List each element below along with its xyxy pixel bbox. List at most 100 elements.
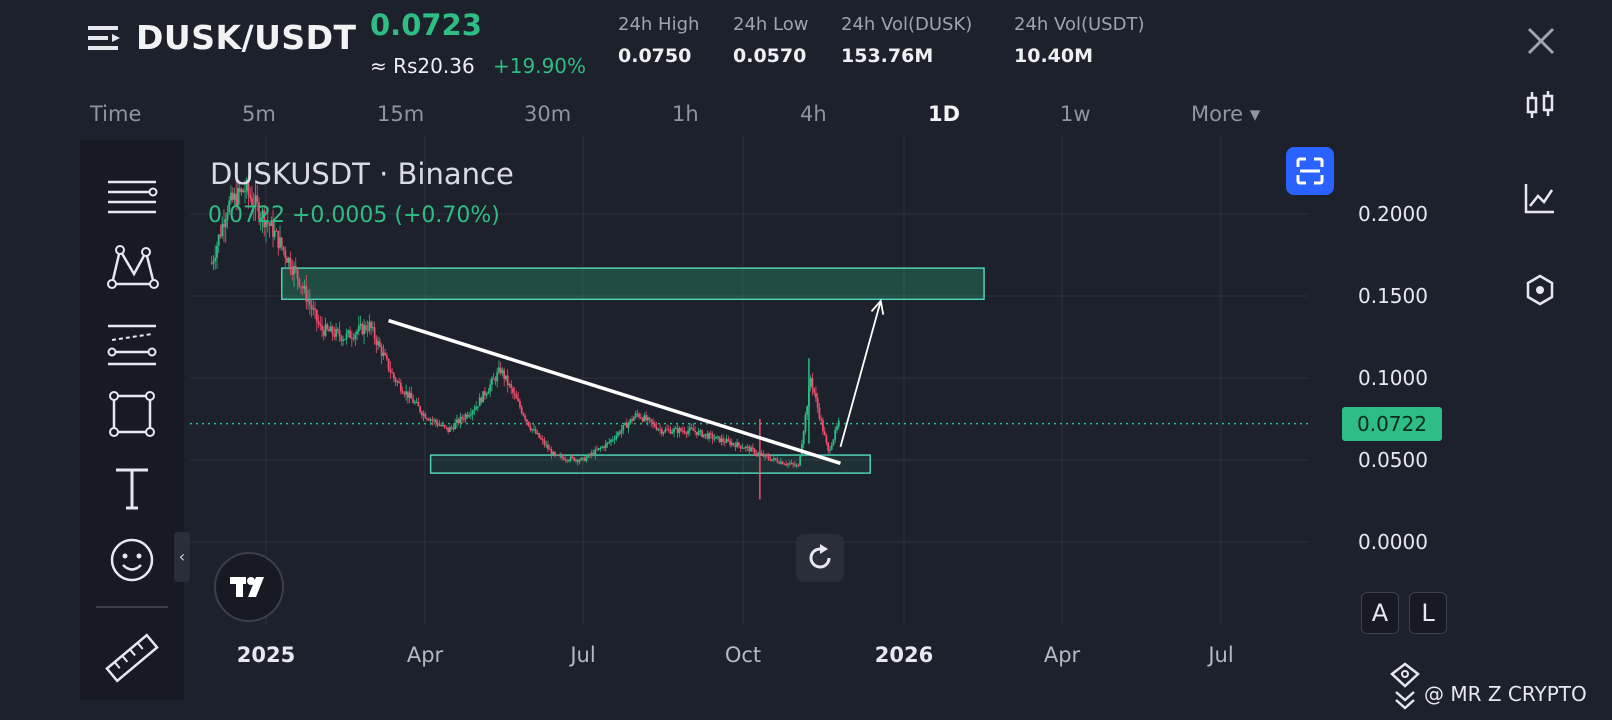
tab-time[interactable]: Time	[90, 102, 142, 126]
tab-1h[interactable]: 1h	[672, 102, 699, 126]
candle	[473, 404, 476, 416]
y-tick-label: 0.0000	[1358, 530, 1428, 554]
rectangle-tool-icon[interactable]	[102, 386, 162, 446]
tab-5m[interactable]: 5m	[242, 102, 276, 126]
candle	[787, 462, 789, 469]
candle	[580, 457, 583, 461]
candle	[506, 369, 509, 393]
candle	[405, 384, 408, 401]
candle	[620, 424, 623, 438]
candle	[398, 377, 401, 384]
tab-1d[interactable]: 1D	[928, 102, 961, 126]
candle	[748, 444, 751, 456]
candlestick-icon[interactable]	[1522, 88, 1558, 124]
tab-15m[interactable]: 15m	[377, 102, 425, 126]
candle	[231, 187, 234, 203]
candle	[718, 436, 721, 443]
horizontal-lines-tool-icon[interactable]	[102, 170, 162, 230]
candle	[797, 463, 800, 468]
candle	[230, 185, 232, 205]
tab-1w[interactable]: 1w	[1060, 102, 1091, 126]
x-tick-label: Apr	[407, 643, 444, 667]
candle	[834, 426, 837, 443]
close-icon[interactable]	[1526, 26, 1556, 56]
candle	[291, 259, 294, 281]
candle	[550, 446, 553, 459]
candle	[524, 414, 527, 423]
candle	[214, 245, 217, 270]
candle	[263, 204, 266, 237]
candle	[254, 180, 257, 221]
menu-icon[interactable]	[88, 22, 122, 56]
text-tool-icon[interactable]	[102, 460, 162, 520]
candle	[498, 360, 500, 375]
y-tick-label: 0.0500	[1358, 448, 1428, 472]
candle	[440, 422, 443, 428]
toolbar-collapse-handle[interactable]: ‹	[174, 532, 190, 582]
candle	[359, 315, 362, 330]
watermark-logo-icon	[1390, 662, 1420, 710]
pattern-tool-icon[interactable]	[102, 240, 162, 300]
candle	[317, 314, 320, 329]
candle	[308, 289, 311, 315]
candle	[293, 261, 295, 287]
indicator-icon[interactable]	[1522, 180, 1558, 216]
candle	[335, 323, 337, 341]
candle	[701, 429, 703, 438]
candle	[804, 411, 807, 435]
x-tick-label: Jul	[568, 643, 595, 667]
log-scale-button[interactable]: L	[1409, 592, 1447, 634]
candle	[790, 459, 793, 465]
candle	[272, 209, 274, 248]
candle	[447, 427, 450, 435]
candle	[468, 411, 471, 419]
emoji-tool-icon[interactable]	[102, 530, 162, 590]
candle	[315, 309, 318, 332]
stat-vol-usdt-label: 24h Vol(USDT)	[1014, 14, 1145, 35]
candle	[478, 393, 481, 407]
candle	[690, 423, 693, 430]
tab-4h[interactable]: 4h	[800, 102, 827, 126]
candle	[249, 187, 252, 203]
candle	[751, 443, 754, 453]
candle	[671, 428, 674, 435]
candle	[385, 352, 388, 361]
candle	[622, 424, 625, 435]
candle	[760, 450, 763, 455]
candle	[294, 257, 297, 273]
fib-tool-icon[interactable]	[102, 316, 162, 376]
candle	[771, 459, 774, 462]
candle	[312, 298, 315, 316]
candle	[533, 424, 535, 432]
hexagon-settings-icon[interactable]	[1522, 272, 1558, 308]
candle	[596, 445, 598, 451]
candle	[226, 205, 229, 229]
candle	[715, 436, 718, 439]
ruler-tool-icon[interactable]	[102, 628, 162, 688]
candle	[576, 458, 579, 466]
tab-30m[interactable]: 30m	[524, 102, 572, 126]
candle	[818, 402, 821, 422]
candle	[695, 431, 698, 439]
auto-scale-button[interactable]: A	[1361, 592, 1399, 634]
candle	[552, 450, 555, 455]
candle	[482, 391, 485, 403]
pair-title[interactable]: DUSK/USDT	[136, 18, 357, 57]
tab-more[interactable]: More ▾	[1191, 102, 1261, 126]
reset-icon[interactable]	[796, 534, 844, 582]
x-tick-label: 2025	[237, 643, 295, 667]
candle	[396, 379, 399, 387]
candle	[702, 434, 705, 439]
candle	[406, 391, 409, 404]
candle	[697, 427, 700, 437]
fullscreen-icon[interactable]	[1286, 147, 1334, 195]
candle	[491, 376, 493, 392]
watermark-text: @ MR Z CRYPTO	[1424, 682, 1587, 706]
candle	[704, 433, 707, 440]
candle	[683, 426, 686, 435]
candle	[645, 411, 647, 422]
candle	[832, 438, 835, 447]
candle	[692, 423, 695, 432]
candle	[606, 441, 609, 448]
